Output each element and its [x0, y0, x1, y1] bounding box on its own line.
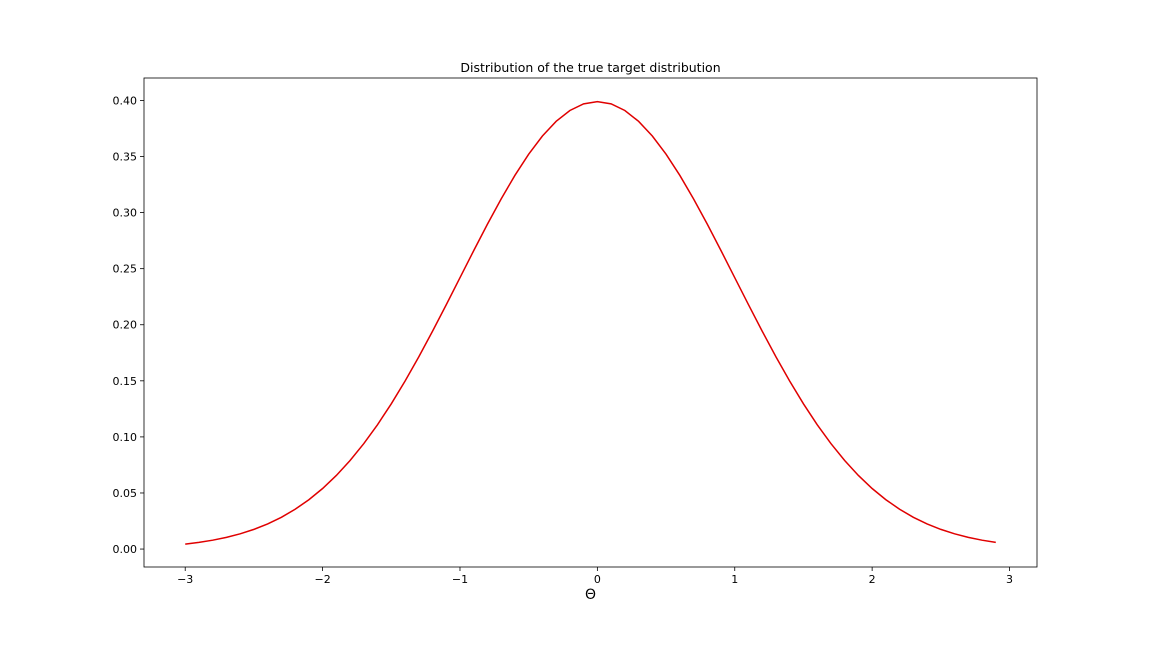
plot-frame [143, 77, 1038, 568]
x-axis-ticks: −3 −2 −1 0 1 2 3 [177, 567, 1013, 586]
y-tick-label: 0.35 [113, 151, 138, 164]
x-tick-label: 1 [731, 573, 738, 586]
y-tick-label: 0.25 [113, 263, 138, 276]
x-tick-label: 0 [594, 573, 601, 586]
series-line [185, 100, 996, 545]
y-tick-label: 0.40 [113, 94, 138, 107]
y-tick-label: 0.20 [113, 319, 138, 332]
x-axis-label: Θ [585, 587, 596, 603]
y-tick-label: 0.30 [113, 207, 138, 220]
y-tick-label: 0.10 [113, 431, 138, 444]
x-tick-label: −1 [452, 573, 468, 586]
x-tick-label: −3 [177, 573, 193, 586]
chart-title: Distribution of the true target distribu… [460, 60, 720, 75]
x-tick-label: 2 [869, 573, 876, 586]
y-tick-label: 0.15 [113, 375, 138, 388]
y-axis-ticks: 0.00 0.05 0.10 0.15 0.20 0.25 0.30 0.35 0.40 [113, 94, 144, 556]
y-tick-label: 0.00 [113, 543, 138, 556]
y-tick-label: 0.05 [113, 487, 138, 500]
x-tick-label: 3 [1006, 573, 1013, 586]
x-tick-label: −2 [314, 573, 330, 586]
